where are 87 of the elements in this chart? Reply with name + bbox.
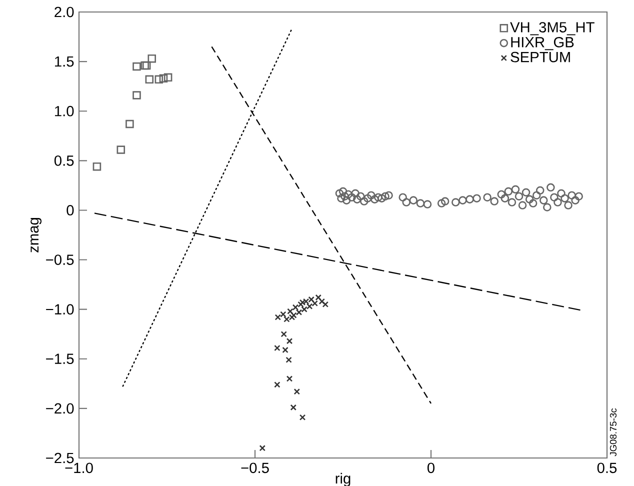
point [364, 194, 372, 202]
point [126, 120, 134, 128]
x-tick-label: −1.0 [65, 462, 93, 474]
point [452, 198, 460, 206]
y-tick-label: 1.5 [55, 56, 74, 67]
point [370, 195, 379, 204]
point [423, 200, 432, 208]
point [568, 191, 576, 200]
point [274, 382, 280, 388]
point [437, 199, 446, 208]
point [554, 198, 562, 206]
point [132, 91, 141, 100]
point [92, 162, 102, 171]
point [508, 198, 516, 206]
y-tick-label: −1.5 [46, 354, 74, 364]
point [532, 191, 541, 200]
point [132, 62, 141, 71]
point [440, 197, 450, 206]
point [546, 183, 555, 192]
y-axis-title: zmag [30, 218, 42, 252]
point [148, 54, 156, 63]
point [536, 186, 544, 195]
point [522, 188, 530, 197]
point [458, 196, 467, 204]
point [140, 61, 149, 70]
point [416, 199, 425, 208]
x-tick-label: 0 [427, 462, 434, 474]
point [490, 197, 499, 206]
point [154, 75, 164, 84]
y-tick-label: 0 [66, 205, 74, 216]
x-tick-label: −0.5 [241, 462, 269, 474]
point [294, 388, 300, 395]
point [514, 192, 524, 200]
legend-label: VH_3M5_HT [510, 22, 594, 36]
point [280, 330, 287, 338]
point [282, 346, 288, 354]
point [409, 196, 418, 204]
point [483, 193, 492, 202]
point [145, 75, 154, 84]
point [398, 193, 407, 202]
point [540, 196, 548, 204]
point [381, 192, 390, 200]
point [557, 189, 566, 198]
point [164, 73, 172, 82]
point [290, 404, 296, 411]
point [472, 194, 481, 202]
point [511, 185, 520, 194]
point [286, 376, 293, 382]
x-tick-label: 0.5 [597, 462, 617, 474]
legend-label: SEPTUM [510, 52, 570, 62]
point [335, 189, 344, 198]
point [497, 190, 506, 198]
point [500, 194, 510, 202]
y-tick-label: −1.0 [46, 304, 74, 315]
point [525, 195, 534, 204]
point [116, 146, 126, 154]
point [287, 308, 294, 314]
point [286, 338, 293, 344]
y-tick-label: 2.0 [54, 6, 74, 18]
y-tick-label: −2.0 [46, 403, 74, 414]
point [360, 197, 368, 206]
point [274, 344, 280, 352]
point [571, 196, 580, 204]
point [142, 61, 151, 70]
point [159, 74, 168, 83]
point [466, 195, 474, 204]
point [543, 203, 552, 212]
y-tick-label: −2.5 [46, 452, 74, 464]
point [550, 193, 558, 202]
point [528, 199, 538, 208]
y-tick-label: −0.5 [46, 254, 74, 265]
point [560, 194, 569, 202]
point [574, 192, 583, 200]
point [322, 301, 329, 308]
point [564, 201, 572, 210]
point [504, 187, 513, 196]
y-tick-label: 1.0 [55, 106, 74, 116]
y-tick-label: 0.5 [54, 155, 74, 166]
text: JG08.75-3c [610, 408, 617, 456]
point [402, 198, 411, 206]
point [518, 201, 527, 210]
legend-label: HIXR_GB [511, 36, 574, 50]
point [286, 356, 292, 363]
point [367, 191, 376, 200]
point [384, 191, 393, 200]
point [299, 414, 306, 420]
point [259, 444, 266, 452]
